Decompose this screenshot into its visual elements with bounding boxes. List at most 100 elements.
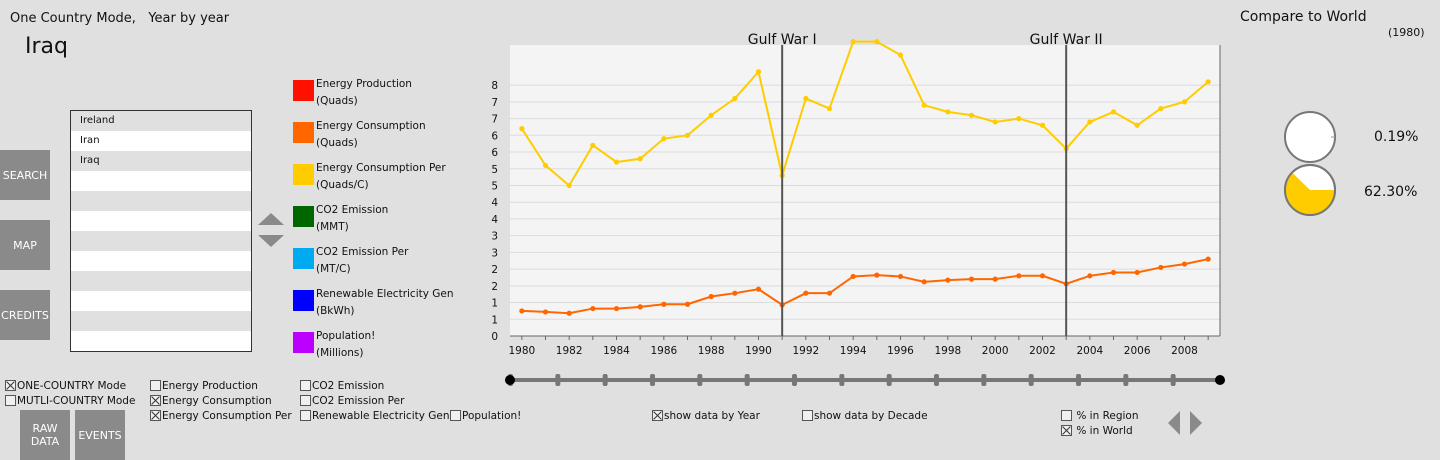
data-point[interactable] (566, 310, 572, 316)
scroll-down-icon[interactable] (258, 235, 284, 247)
checkbox-checked-icon[interactable] (1061, 425, 1072, 436)
data-point[interactable] (542, 162, 549, 169)
data-point[interactable] (921, 102, 927, 108)
data-point[interactable] (992, 119, 998, 125)
data-point[interactable] (661, 136, 667, 142)
data-point[interactable] (708, 293, 714, 300)
data-point[interactable] (1158, 105, 1164, 112)
scroll-up-icon[interactable] (258, 213, 284, 225)
data-point[interactable] (755, 286, 762, 292)
data-point[interactable] (803, 290, 809, 296)
timeline-end-handle[interactable] (1215, 375, 1225, 385)
data-point[interactable] (1016, 273, 1022, 279)
data-point[interactable] (897, 273, 904, 280)
multi-country-option[interactable]: MUTLI-COUNTRY Mode (5, 395, 135, 407)
data-point[interactable] (1110, 269, 1117, 276)
data-point[interactable] (613, 305, 620, 312)
raw-data-button[interactable]: RAW DATA (20, 410, 70, 460)
next-arrow-icon[interactable] (1190, 411, 1202, 435)
data-point[interactable] (1039, 273, 1046, 279)
previous-arrow-icon[interactable] (1168, 411, 1180, 435)
data-point[interactable] (921, 279, 927, 285)
population-option[interactable]: Population! (450, 410, 521, 422)
list-item[interactable] (71, 231, 251, 251)
data-point[interactable] (1087, 273, 1093, 279)
by-year-option[interactable]: show data by Year (652, 410, 760, 422)
data-point[interactable] (1181, 99, 1188, 105)
list-item[interactable]: Iran (71, 131, 251, 151)
data-point[interactable] (968, 276, 975, 282)
checkbox-icon[interactable] (300, 395, 311, 406)
data-point[interactable] (755, 69, 762, 75)
checkbox-checked-icon[interactable] (652, 410, 663, 421)
credits-button[interactable]: CREDITS (0, 290, 50, 340)
checkbox-checked-icon[interactable] (150, 395, 161, 406)
checkbox-icon[interactable] (1061, 410, 1072, 421)
pct-world-option[interactable]: % in World (1061, 425, 1133, 437)
data-point[interactable] (708, 112, 714, 118)
checkbox-icon[interactable] (5, 395, 16, 406)
list-item[interactable]: Ireland (71, 111, 251, 131)
data-point[interactable] (566, 182, 572, 189)
data-point[interactable] (661, 301, 667, 307)
checkbox-icon[interactable] (300, 410, 311, 421)
data-point[interactable] (637, 156, 643, 162)
data-point[interactable] (897, 52, 904, 58)
one-country-option[interactable]: ONE-COUNTRY Mode (5, 380, 126, 392)
by-decade-option[interactable]: show data by Decade (802, 410, 928, 422)
data-point[interactable] (613, 159, 620, 165)
energy-production-option[interactable]: Energy Production (150, 380, 258, 392)
data-point[interactable] (1110, 109, 1117, 115)
list-item[interactable] (71, 171, 251, 191)
data-point[interactable] (519, 126, 525, 132)
list-item[interactable] (71, 211, 251, 231)
data-point[interactable] (732, 290, 738, 296)
energy-consumption-option[interactable]: Energy Consumption (150, 395, 272, 407)
co2-emission-per-option[interactable]: CO2 Emission Per (300, 395, 404, 407)
country-list[interactable]: Ireland Iran Iraq (70, 110, 252, 352)
list-item[interactable] (71, 311, 251, 331)
map-button[interactable]: MAP (0, 220, 50, 270)
checkbox-icon[interactable] (450, 410, 461, 421)
checkbox-icon[interactable] (300, 380, 311, 391)
data-point[interactable] (945, 277, 951, 283)
checkbox-checked-icon[interactable] (150, 410, 161, 421)
data-point[interactable] (637, 304, 643, 310)
data-point[interactable] (826, 105, 833, 112)
data-point[interactable] (1181, 261, 1188, 267)
list-item[interactable]: Iraq (71, 151, 251, 171)
data-point[interactable] (945, 109, 951, 115)
data-point[interactable] (992, 276, 998, 282)
energy-consumption-per-option[interactable]: Energy Consumption Per (150, 410, 292, 422)
checkbox-checked-icon[interactable] (5, 380, 16, 391)
data-point[interactable] (874, 39, 880, 45)
data-point[interactable] (968, 112, 975, 118)
events-button[interactable]: EVENTS (75, 410, 125, 460)
data-point[interactable] (684, 132, 691, 138)
list-item[interactable] (71, 291, 251, 311)
data-point[interactable] (732, 95, 738, 102)
data-point[interactable] (1134, 122, 1140, 128)
data-point[interactable] (874, 272, 880, 278)
data-point[interactable] (519, 308, 525, 314)
data-point[interactable] (1158, 264, 1164, 271)
data-point[interactable] (826, 290, 833, 296)
timeline-slider[interactable] (500, 366, 1230, 394)
search-button[interactable]: SEARCH (0, 150, 50, 200)
checkbox-icon[interactable] (150, 380, 161, 391)
data-point[interactable] (1205, 79, 1211, 85)
data-point[interactable] (850, 273, 856, 280)
co2-emission-option[interactable]: CO2 Emission (300, 380, 384, 392)
checkbox-icon[interactable] (802, 410, 813, 421)
data-point[interactable] (1016, 115, 1022, 122)
data-point[interactable] (590, 142, 596, 148)
renewable-option[interactable]: Renewable Electricity Gen (300, 410, 450, 422)
data-point[interactable] (1134, 269, 1140, 276)
data-point[interactable] (803, 95, 809, 102)
list-item[interactable] (71, 191, 251, 211)
data-point[interactable] (542, 309, 549, 315)
data-point[interactable] (1205, 256, 1211, 262)
pct-region-option[interactable]: % in Region (1061, 410, 1139, 422)
list-item[interactable] (71, 271, 251, 291)
data-point[interactable] (1039, 122, 1046, 128)
